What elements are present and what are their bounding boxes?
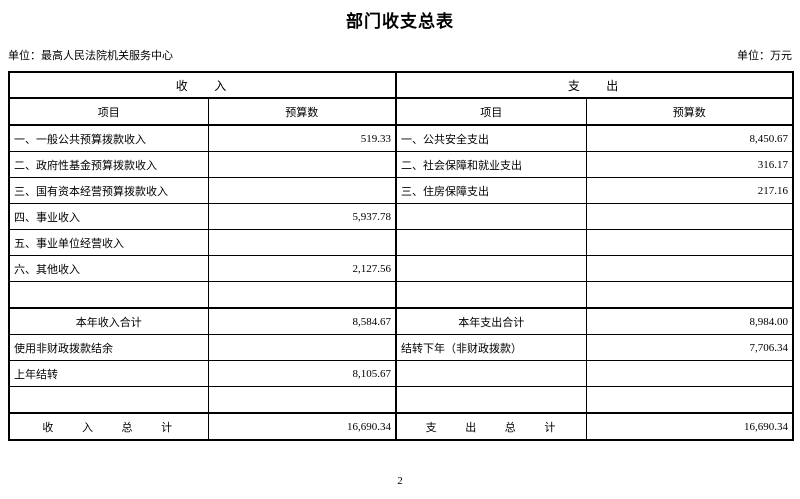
budget-summary-table: 收入 支出 项目 预算数 项目 预算数 一、一般公共预算拨款收入 519.33 …: [8, 71, 795, 441]
income-budget-cell: 8,105.67: [207, 360, 397, 387]
table-row: 三、国有资本经营预算拨款收入 三、住房保障支出 217.16: [8, 177, 794, 204]
expenditure-budget-cell: [585, 281, 794, 309]
expenditure-subtotal-value: 8,984.00: [585, 307, 794, 335]
expenditure-item-cell: [395, 386, 587, 414]
grand-total-row: 收入总计 16,690.34 支出总计 16,690.34: [8, 412, 794, 441]
expenditure-total-label: 支出总计: [395, 412, 587, 441]
income-budget-cell: [207, 334, 397, 361]
unit-label-left: 单位：最高人民法院机关服务中心: [8, 50, 173, 62]
expenditure-item-cell: [395, 360, 587, 387]
income-budget-cell: [207, 151, 397, 178]
section-header-row: 收入 支出: [8, 71, 794, 99]
expenditure-item-cell: 三、住房保障支出: [395, 177, 587, 204]
table-row: 五、事业单位经营收入: [8, 229, 794, 256]
income-budget-cell: [207, 281, 397, 309]
table-row: [8, 281, 794, 309]
unit-label-right: 单位：万元: [737, 50, 792, 62]
income-item-cell: 二、政府性基金预算拨款收入: [8, 151, 209, 178]
expenditure-budget-cell: [585, 255, 794, 282]
expenditure-total-value: 16,690.34: [585, 412, 794, 441]
page-title: 部门收支总表: [346, 12, 454, 31]
table-row: 一、一般公共预算拨款收入 519.33 一、公共安全支出 8,450.67: [8, 124, 794, 152]
expenditure-budget-cell: [585, 229, 794, 256]
income-item-cell: 使用非财政拨款结余: [8, 334, 209, 361]
table-row: 二、政府性基金预算拨款收入 二、社会保障和就业支出 316.17: [8, 151, 794, 178]
income-item-cell: 四、事业收入: [8, 203, 209, 230]
column-header-income-budget: 预算数: [207, 97, 397, 126]
column-header-expenditure-budget: 预算数: [585, 97, 794, 126]
expenditure-item-cell: [395, 255, 587, 282]
income-item-cell: 五、事业单位经营收入: [8, 229, 209, 256]
expenditure-budget-cell: 8,450.67: [585, 124, 794, 152]
expenditure-item-cell: 结转下年（非财政拨款）: [395, 334, 587, 361]
subtotal-row: 本年收入合计 8,584.67 本年支出合计 8,984.00: [8, 307, 794, 335]
expenditure-budget-cell: 217.16: [585, 177, 794, 204]
expenditure-budget-cell: 7,706.34: [585, 334, 794, 361]
income-item-cell: 上年结转: [8, 360, 209, 387]
expenditure-item-cell: 一、公共安全支出: [395, 124, 587, 152]
income-budget-cell: [207, 229, 397, 256]
income-item-cell: 六、其他收入: [8, 255, 209, 282]
expenditure-budget-cell: [585, 386, 794, 414]
income-budget-cell: [207, 386, 397, 414]
table-row: [8, 386, 794, 414]
income-budget-cell: [207, 177, 397, 204]
column-header-income-item: 项目: [8, 97, 209, 126]
income-item-cell: [8, 281, 209, 309]
income-total-label: 收入总计: [8, 412, 209, 441]
income-budget-cell: 2,127.56: [207, 255, 397, 282]
column-header-row: 项目 预算数 项目 预算数: [8, 97, 794, 126]
income-subtotal-value: 8,584.67: [207, 307, 397, 335]
income-total-value: 16,690.34: [207, 412, 397, 441]
income-item-cell: [8, 386, 209, 414]
section-header-income: 收入: [8, 71, 397, 99]
expenditure-budget-cell: 316.17: [585, 151, 794, 178]
table-row: 上年结转 8,105.67: [8, 360, 794, 387]
expenditure-item-cell: [395, 281, 587, 309]
expenditure-budget-cell: [585, 203, 794, 230]
income-budget-cell: 5,937.78: [207, 203, 397, 230]
income-subtotal-label: 本年收入合计: [8, 307, 209, 335]
expenditure-item-cell: [395, 203, 587, 230]
expenditure-subtotal-label: 本年支出合计: [395, 307, 587, 335]
section-header-expenditure: 支出: [395, 71, 794, 99]
income-item-cell: 一、一般公共预算拨款收入: [8, 124, 209, 152]
expenditure-item-cell: 二、社会保障和就业支出: [395, 151, 587, 178]
income-budget-cell: 519.33: [207, 124, 397, 152]
expenditure-budget-cell: [585, 360, 794, 387]
table-row: 四、事业收入 5,937.78: [8, 203, 794, 230]
expenditure-item-cell: [395, 229, 587, 256]
table-row: 六、其他收入 2,127.56: [8, 255, 794, 282]
page-number: 2: [397, 475, 403, 487]
income-item-cell: 三、国有资本经营预算拨款收入: [8, 177, 209, 204]
meta-row: 单位：最高人民法院机关服务中心 单位：万元: [8, 47, 792, 63]
column-header-expenditure-item: 项目: [395, 97, 587, 126]
table-row: 使用非财政拨款结余 结转下年（非财政拨款） 7,706.34: [8, 334, 794, 361]
